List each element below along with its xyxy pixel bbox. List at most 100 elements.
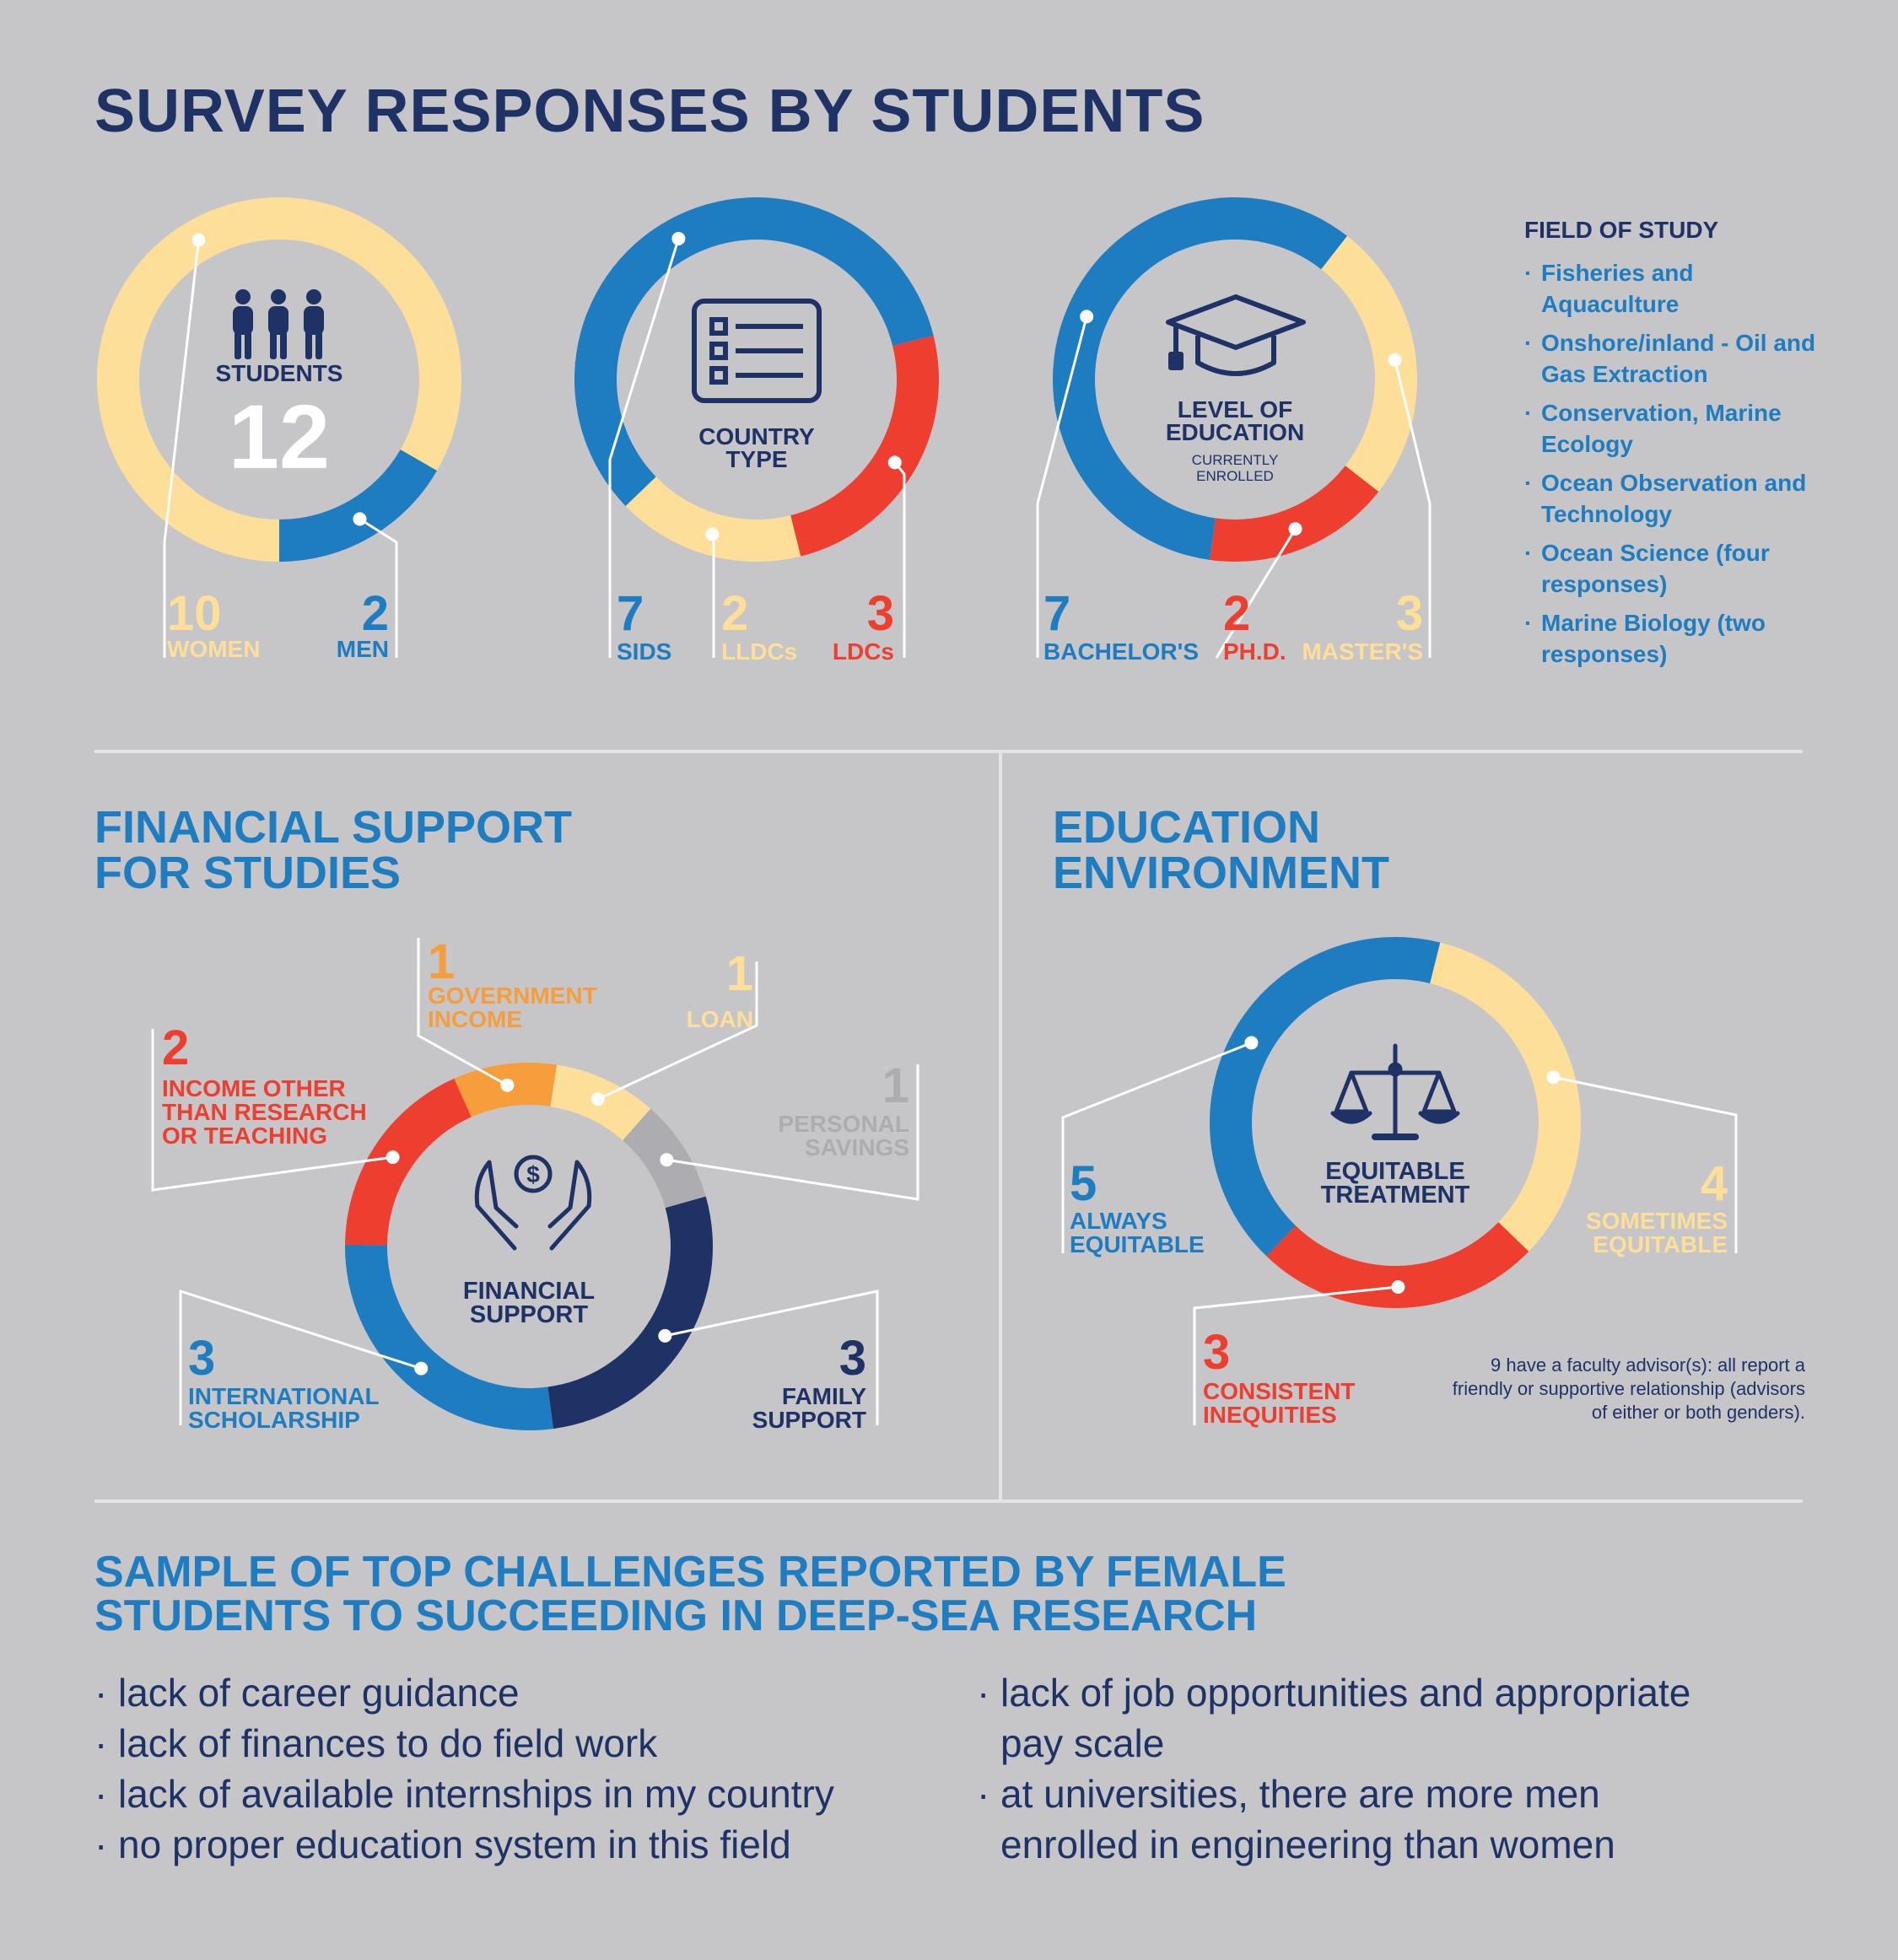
phd-leader-dot <box>1288 522 1302 536</box>
pie-slice-financial-4 <box>345 1244 553 1430</box>
financial-section-title: FINANCIAL SUPPORT FOR STUDIES <box>94 805 572 896</box>
pie-slice-financial-3 <box>547 1196 713 1430</box>
field-of-study-title: FIELD OF STUDY <box>1524 217 1719 243</box>
masters-label: MASTER'S <box>1302 638 1423 665</box>
other-income-leader <box>151 1029 393 1192</box>
loan-leader-dot <box>590 1092 605 1107</box>
always-label: ALWAYS <box>1070 1208 1167 1234</box>
sids-leader <box>608 238 680 658</box>
gov-label: INCOME <box>428 1006 522 1032</box>
list-item: lack of finances to do field work <box>94 1718 963 1769</box>
bachelors-leader-dot <box>1080 310 1094 324</box>
sids-leader-dot <box>671 231 686 245</box>
lldcs-value: 2 <box>721 586 748 641</box>
challenges-right-list: lack of job opportunities and appropriat… <box>977 1667 1702 1870</box>
advisor-note: 9 have a faculty advisor(s): all report … <box>1452 1354 1805 1423</box>
family-leader <box>665 1290 879 1425</box>
scholarship-leader <box>179 1289 422 1425</box>
inequities-value: 3 <box>1203 1325 1230 1380</box>
always-leader-dot <box>1244 1036 1259 1050</box>
list-item: Onshore/inland - Oil and Gas Extraction <box>1524 327 1820 390</box>
heading-line: FINANCIAL SUPPORT <box>94 802 573 853</box>
loan-label: LOAN <box>687 1006 753 1032</box>
sids-value: 7 <box>617 586 644 641</box>
men-label: MEN <box>337 636 389 662</box>
page-title: SURVEY RESPONSES BY STUDENTS <box>94 78 1205 145</box>
inequities-label: CONSISTENT <box>1203 1378 1355 1404</box>
list-item: Fisheries and Aquaculture <box>1524 257 1820 320</box>
list-item: lack of job opportunities and appropriat… <box>977 1667 1702 1769</box>
country-center-label: TYPE <box>725 446 787 472</box>
pie-slice-education-2 <box>1321 235 1417 492</box>
list-item: Conservation, Marine Ecology <box>1524 397 1820 460</box>
lldcs-leader-dot <box>705 527 720 541</box>
pie-slice-students-1 <box>279 450 438 562</box>
savings-value: 1 <box>882 1058 909 1113</box>
field-of-study-list: Fisheries and Aquaculture Onshore/inland… <box>1524 257 1820 677</box>
other-income-label: OR TEACHING <box>162 1123 327 1149</box>
pie-slice-equitable-2 <box>1209 936 1441 1257</box>
sometimes-leader <box>1553 1075 1738 1253</box>
ldcs-leader-dot <box>887 455 902 470</box>
family-label: FAMILY <box>782 1383 866 1409</box>
list-item: Ocean Observation and Technology <box>1524 467 1820 530</box>
list-item: lack of available internships in my coun… <box>94 1769 963 1819</box>
graduation-cap-icon <box>1166 294 1306 376</box>
scholarship-leader-dot <box>414 1361 429 1376</box>
inequities-label: INEQUITIES <box>1203 1402 1337 1428</box>
scholarship-value: 3 <box>188 1331 215 1386</box>
masters-leader <box>1394 359 1432 658</box>
students-center-value: 12 <box>229 385 330 487</box>
bachelors-value: 7 <box>1043 586 1070 641</box>
equitable-center-label: TREATMENT <box>1321 1182 1470 1209</box>
financial-center-label: SUPPORT <box>470 1301 588 1328</box>
loan-leader <box>597 961 758 1101</box>
gov-value: 1 <box>428 934 455 989</box>
savings-label: SAVINGS <box>805 1134 909 1160</box>
pie-slice-equitable-0 <box>1430 942 1581 1252</box>
challenges-section-title: SAMPLE OF TOP CHALLENGES REPORTED BY FEM… <box>94 1550 1286 1638</box>
equitable-center-label: EQUITABLE <box>1325 1158 1464 1185</box>
gov-label: GOVERNMENT <box>428 983 597 1009</box>
always-label: EQUITABLE <box>1070 1231 1205 1257</box>
pie-slice-education-1 <box>1209 466 1379 562</box>
pie-slice-country-2 <box>790 335 939 557</box>
sometimes-leader-dot <box>1546 1070 1561 1085</box>
pie-slice-financial-5 <box>345 1078 472 1246</box>
ldcs-label: LDCs <box>833 638 894 665</box>
heading-line: ENVIRONMENT <box>1053 848 1390 898</box>
other-income-value: 2 <box>162 1020 189 1075</box>
heading-line: FOR STUDIES <box>94 848 402 898</box>
always-value: 5 <box>1070 1156 1097 1211</box>
savings-leader-dot <box>660 1153 674 1167</box>
divider-vertical <box>999 753 1002 1501</box>
list-item: no proper education system in this field <box>94 1819 963 1870</box>
education-section-title: EDUCATION ENVIRONMENT <box>1053 805 1389 896</box>
heading-line: STUDENTS TO SUCCEEDING IN DEEP-SEA RESEA… <box>94 1591 1258 1640</box>
pie-slice-education-0 <box>1052 197 1347 560</box>
family-label: SUPPORT <box>752 1407 866 1433</box>
scholarship-label: SCHOLARSHIP <box>188 1407 360 1433</box>
masters-leader-dot <box>1388 353 1402 367</box>
other-income-leader-dot <box>386 1150 400 1165</box>
other-income-label: INCOME OTHER <box>162 1075 346 1101</box>
scholarship-label: INTERNATIONAL <box>188 1383 380 1409</box>
svg-text:$: $ <box>526 1161 540 1187</box>
women-label: WOMEN <box>167 636 260 662</box>
sometimes-label: EQUITABLE <box>1593 1231 1728 1257</box>
sometimes-value: 4 <box>1701 1156 1728 1211</box>
inequities-leader <box>1193 1285 1399 1425</box>
women-leader-dot <box>191 233 206 247</box>
lldcs-label: LLDCs <box>721 638 797 665</box>
always-leader <box>1061 1042 1253 1253</box>
family-leader-dot <box>658 1328 672 1343</box>
education-center-label: LEVEL OF <box>1178 396 1292 423</box>
gov-leader-dot <box>500 1078 515 1092</box>
checklist-icon <box>692 299 822 403</box>
women-value: 10 <box>167 586 222 641</box>
